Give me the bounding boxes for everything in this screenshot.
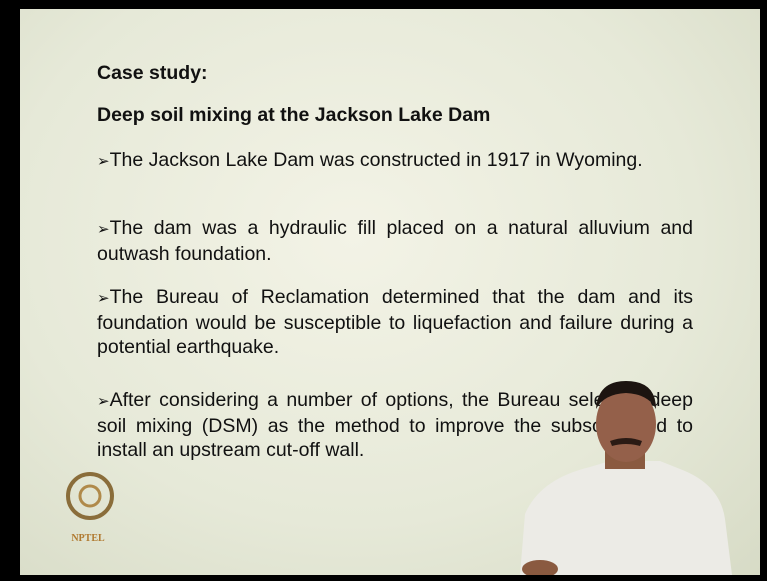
bullet: The Jackson Lake Dam was constructed in … xyxy=(97,148,693,174)
shirt xyxy=(520,461,732,575)
overlay: NPTEL xyxy=(66,381,732,575)
moustache xyxy=(610,438,642,446)
logo-ring xyxy=(66,472,114,520)
hand xyxy=(522,560,558,575)
logo-core xyxy=(78,484,102,508)
slide-heading: Deep soil mixing at the Jackson Lake Dam xyxy=(97,104,491,126)
slide-title: Case study: xyxy=(97,62,208,84)
bullet: The dam was a hydraulic fill placed on a… xyxy=(97,216,693,266)
presenter xyxy=(520,381,732,575)
nptel-logo: NPTEL xyxy=(66,472,114,544)
logo-text: NPTEL xyxy=(71,533,105,544)
hair xyxy=(596,381,656,409)
bullet: After considering a number of options, t… xyxy=(97,388,693,462)
bullet: The Bureau of Reclamation determined tha… xyxy=(97,285,693,359)
slide: Case study: Deep soil mixing at the Jack… xyxy=(20,9,760,575)
